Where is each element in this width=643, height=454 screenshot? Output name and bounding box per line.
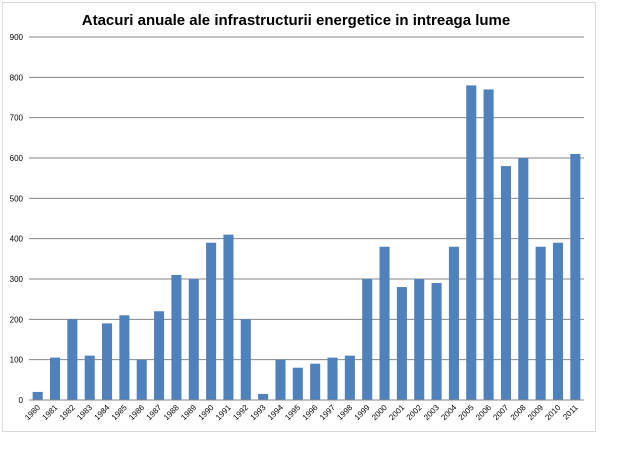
bar-2007 xyxy=(500,166,511,400)
bar-2010 xyxy=(552,242,564,400)
bar-1998 xyxy=(344,355,355,400)
x-tick-label: 1993 xyxy=(249,403,268,422)
bar-2009 xyxy=(535,246,546,400)
x-tick-label: 1980 xyxy=(23,403,42,422)
x-tick-label: 1989 xyxy=(179,403,198,422)
chart-frame xyxy=(2,2,596,432)
bar-1989 xyxy=(188,279,199,400)
bar-1988 xyxy=(171,274,182,400)
bar-2002 xyxy=(414,279,425,400)
bar-1996 xyxy=(310,363,321,400)
y-tick-label: 500 xyxy=(10,194,24,203)
y-tick-label: 700 xyxy=(10,114,24,123)
bar-1994 xyxy=(275,359,286,400)
bar-1985 xyxy=(119,315,130,400)
x-tick-label: 2002 xyxy=(405,403,424,422)
y-tick-label: 600 xyxy=(10,154,24,163)
y-tick-label: 300 xyxy=(10,275,24,284)
x-tick-label: 1982 xyxy=(58,403,77,422)
bar-1999 xyxy=(362,279,373,400)
x-axis-ticks: 1980198119821983198419851986198719881989… xyxy=(23,403,580,422)
x-tick-label: 2006 xyxy=(474,403,493,422)
bar-1980 xyxy=(32,391,43,400)
bar-1981 xyxy=(49,357,61,400)
x-tick-label: 1996 xyxy=(301,403,320,422)
x-tick-label: 2007 xyxy=(491,403,510,422)
x-tick-label: 1992 xyxy=(231,403,250,422)
bar-1990 xyxy=(206,242,217,400)
bar-2011 xyxy=(570,153,581,400)
x-tick-label: 2008 xyxy=(509,403,528,422)
x-tick-label: 1983 xyxy=(75,403,94,422)
x-tick-label: 1990 xyxy=(197,403,216,422)
bar-1986 xyxy=(136,359,147,400)
x-tick-label: 2001 xyxy=(387,403,406,422)
bar-2000 xyxy=(379,246,390,400)
x-tick-label: 1995 xyxy=(283,403,302,422)
bar-2005 xyxy=(466,85,477,401)
y-tick-label: 400 xyxy=(10,235,24,244)
x-tick-label: 1998 xyxy=(335,403,354,422)
bar-2006 xyxy=(483,89,494,400)
x-tick-label: 1999 xyxy=(353,403,372,422)
x-tick-label: 2000 xyxy=(370,403,389,422)
bars xyxy=(32,85,581,401)
bar-1997 xyxy=(327,357,338,400)
x-tick-label: 2010 xyxy=(543,403,562,422)
bar-2001 xyxy=(396,287,407,400)
bar-1982 xyxy=(67,319,78,400)
bar-2004 xyxy=(448,246,459,400)
y-tick-label: 0 xyxy=(19,396,24,405)
x-tick-label: 1991 xyxy=(214,403,233,422)
x-tick-label: 1988 xyxy=(162,403,181,422)
bar-1995 xyxy=(292,367,303,400)
gridlines xyxy=(29,36,584,361)
x-tick-label: 1981 xyxy=(40,403,59,422)
y-tick-label: 900 xyxy=(10,33,24,42)
chart-title: Atacuri anuale ale infrastructurii energ… xyxy=(82,12,510,29)
x-tick-label: 1985 xyxy=(110,403,129,422)
bar-1987 xyxy=(154,311,165,400)
y-tick-label: 200 xyxy=(10,315,24,324)
y-axis-ticks: 0 100 200 300 400 500 600 700 800 900 xyxy=(10,33,24,405)
x-tick-label: 2009 xyxy=(526,403,545,422)
x-tick-label: 1986 xyxy=(127,403,146,422)
x-tick-label: 1984 xyxy=(93,403,112,422)
bar-1991 xyxy=(223,234,234,400)
x-tick-label: 2005 xyxy=(457,403,476,422)
bar-1993 xyxy=(258,393,269,400)
bar-2003 xyxy=(431,283,442,400)
y-tick-label: 100 xyxy=(10,356,24,365)
bar-1992 xyxy=(240,319,251,400)
x-tick-label: 1987 xyxy=(145,403,164,422)
bar-1983 xyxy=(84,355,95,400)
bar-2008 xyxy=(518,158,529,400)
bar-1984 xyxy=(102,323,113,400)
x-tick-label: 2003 xyxy=(422,403,441,422)
x-tick-label: 2004 xyxy=(439,403,458,422)
x-tick-label: 1994 xyxy=(266,403,285,422)
x-tick-label: 2011 xyxy=(561,403,580,422)
y-tick-label: 800 xyxy=(10,73,24,82)
x-tick-label: 1997 xyxy=(318,403,337,422)
